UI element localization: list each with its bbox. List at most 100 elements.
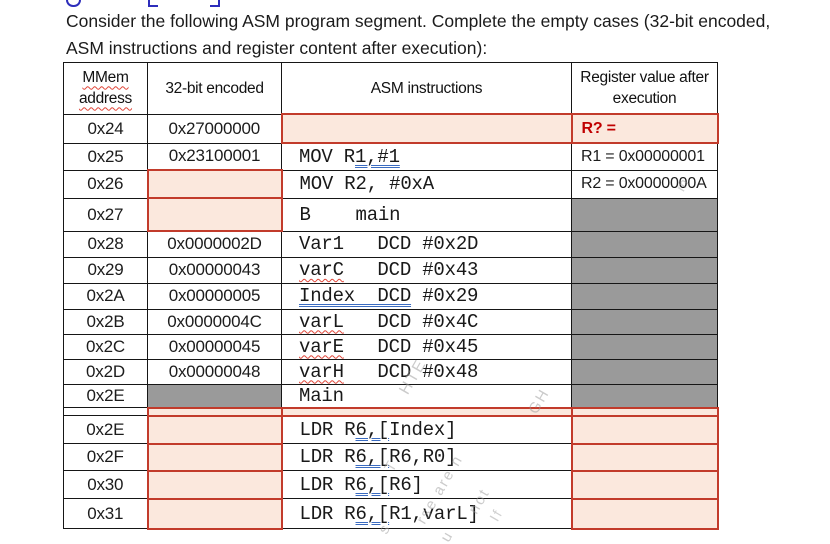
encoded-cell	[146, 497, 283, 530]
asm-instruction-cell: B main	[281, 197, 572, 232]
register-cell	[571, 333, 718, 360]
asm-text-segment: 6,[	[355, 446, 390, 468]
column-header-address: MMem address	[63, 62, 148, 115]
asm-text-segment: varE	[299, 335, 344, 358]
asm-instruction-cell: varL DCD #0x4C	[281, 308, 572, 335]
asm-text-segment: Index DCD	[299, 285, 412, 307]
asm-text-segment: Var1 DCD #0x2D	[299, 233, 479, 255]
asm-text-segment: MOV R	[299, 145, 356, 168]
asm-instruction-cell: Var1 DCD #0x2D	[281, 230, 572, 258]
encoded-cell: 0x23100001	[147, 142, 282, 171]
table-row: 0x24 0x27000000 R? =	[63, 113, 719, 144]
address-cell: 0x24	[63, 113, 148, 144]
asm-text-segment: 1,#1	[355, 145, 400, 168]
asm-text-segment: varH	[299, 360, 344, 383]
cropped-heading-fragment	[210, 0, 220, 7]
address-cell: 0x31	[63, 498, 148, 529]
table-row: 0x2C 0x00000045 varE DCD #0x45	[63, 333, 718, 360]
intro-text-line2: ASM instructions and register content af…	[66, 38, 488, 58]
register-cell	[571, 197, 718, 232]
address-cell: 0x2B	[63, 308, 148, 335]
header-row: MMem address 32-bit encoded ASM instruct…	[63, 62, 718, 115]
cropped-heading-fragment	[66, 0, 81, 7]
register-cell: R? =	[570, 113, 719, 144]
encoded-cell: 0x00000048	[147, 358, 282, 385]
address-cell: 0x26	[63, 169, 148, 199]
register-cell	[571, 308, 718, 335]
address-cell: 0x2D	[63, 358, 148, 385]
address-cell: 0x30	[63, 470, 148, 499]
asm-text-segment: Index]	[389, 418, 457, 441]
asm-instruction-cell: MOV R2, #0xA	[281, 169, 572, 199]
table-row: 0x27 B main	[63, 197, 718, 232]
asm-text-segment: R1,varL]	[389, 502, 479, 525]
table-row: 0x2B 0x0000004C varL DCD #0x4C	[63, 308, 718, 335]
asm-text-segment: B main	[299, 203, 401, 226]
watermark-fragment: u	[437, 527, 458, 544]
spacer-row	[63, 406, 719, 417]
asm-instruction-cell: LDR R6,[R6,R0]	[281, 443, 572, 471]
asm-table: MMem address 32-bit encoded ASM instruct…	[63, 62, 719, 530]
asm-text-segment: DCD #0x48	[343, 360, 479, 383]
table-row: 0x28 0x0000002D Var1 DCD #0x2D	[63, 230, 718, 258]
register-cell	[570, 442, 719, 472]
encoded-cell	[146, 197, 283, 232]
table-row: 0x2D 0x00000048 varH DCD #0x48	[63, 358, 718, 385]
table-row: 0x2F LDR R6,[R6,R0]	[63, 442, 719, 472]
cropped-heading-fragment	[148, 0, 158, 7]
asm-text-segment: DCD #0x43	[343, 259, 479, 281]
intro-text-line1: Consider the following ASM program segme…	[66, 11, 771, 31]
table-row: 0x26 MOV R2, #0xA R2 = 0x0000000A	[63, 169, 718, 199]
column-header-register: Register value after execution	[571, 62, 718, 115]
encoded-cell: 0x00000045	[147, 333, 282, 360]
address-cell: 0x2E	[63, 415, 148, 444]
column-header-encoded: 32-bit encoded	[147, 62, 282, 115]
asm-text-segment: DCD #0x45	[343, 335, 479, 358]
address-cell: 0x2F	[63, 443, 148, 471]
asm-instruction-cell: MOV R1,#1	[281, 142, 572, 171]
asm-text-segment: LDR R	[299, 473, 356, 496]
table-row: 0x2A 0x00000005 Index DCD #0x29	[63, 282, 718, 310]
asm-instruction-cell	[280, 113, 573, 144]
register-cell: R2 = 0x0000000A	[571, 169, 718, 199]
address-cell: 0x29	[63, 256, 148, 284]
register-cell	[571, 256, 718, 284]
address-cell	[63, 407, 148, 416]
header-register-line1: Register value after	[580, 69, 709, 86]
asm-instruction-cell: LDR R6,[R1,varL]	[281, 498, 572, 529]
encoded-cell: 0x00000005	[147, 282, 282, 310]
encoded-cell: 0x27000000	[147, 113, 282, 144]
asm-instruction-cell: varC DCD #0x43	[281, 256, 572, 284]
register-cell	[571, 383, 718, 408]
encoded-cell	[146, 414, 283, 445]
address-cell: 0x2A	[63, 282, 148, 310]
header-address-word2: address	[78, 90, 133, 108]
table-row: 0x31 LDR R6,[R1,varL]	[63, 497, 719, 530]
table-row: 0x30 LDR R6,[R6]	[63, 469, 719, 500]
asm-text-segment: 6,[	[355, 418, 390, 441]
table-row: 0x25 0x23100001 MOV R1,#1 R1 = 0x00000001	[63, 142, 718, 171]
register-cell	[570, 469, 719, 500]
address-cell: 0x25	[63, 142, 148, 171]
asm-text-segment: Main	[299, 384, 344, 407]
asm-instruction-cell: LDR R6,[Index]	[281, 415, 572, 444]
encoded-cell	[146, 169, 283, 199]
address-cell: 0x28	[63, 230, 148, 258]
asm-instruction-cell: Main	[281, 383, 572, 408]
asm-text-segment: varC	[299, 259, 344, 281]
register-cell	[570, 497, 719, 530]
header-register-line2: execution	[612, 90, 677, 107]
intro-text: Consider the following ASM program segme…	[66, 8, 816, 62]
table-row: 0x2E Main	[63, 383, 718, 408]
register-cell	[571, 282, 718, 310]
asm-text-segment: MOV R2, #0xA	[299, 173, 435, 195]
asm-instruction-cell: varE DCD #0x45	[281, 333, 572, 360]
asm-text-segment: 6,[	[355, 502, 390, 525]
asm-text-segment: R6]	[389, 473, 423, 496]
asm-text-segment: R6,R0]	[389, 446, 457, 468]
encoded-cell	[146, 406, 283, 417]
encoded-cell: 0x0000002D	[147, 230, 282, 258]
encoded-cell	[146, 469, 283, 500]
asm-instruction-cell: LDR R6,[R6]	[281, 470, 572, 499]
table-row: 0x29 0x00000043 varC DCD #0x43	[63, 256, 718, 284]
